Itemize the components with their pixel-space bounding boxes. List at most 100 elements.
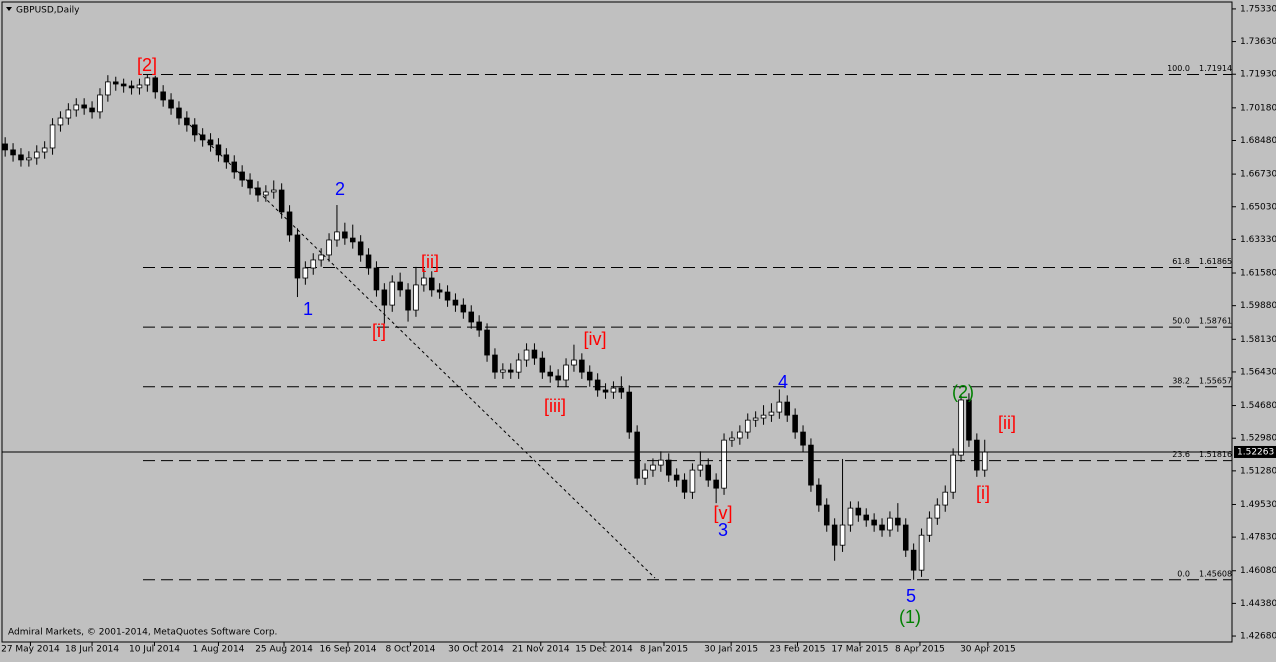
candle-body <box>436 289 443 293</box>
candle-body <box>681 479 688 493</box>
candle-body <box>531 349 538 359</box>
candle-body <box>547 371 554 377</box>
candle-body <box>460 304 467 313</box>
candle-body <box>579 359 585 373</box>
candle-body <box>586 371 593 381</box>
x-tick-label: 15 Dec 2014 <box>575 645 633 655</box>
candle-body <box>610 387 617 393</box>
candle-body <box>981 451 988 471</box>
x-tick-label: 8 Apr 2015 <box>895 645 945 655</box>
x-tick-label: 8 Jan 2015 <box>640 645 688 655</box>
candle-body <box>18 154 24 161</box>
candle-body <box>673 474 680 481</box>
x-tick-label: 27 May 2014 <box>1 645 60 655</box>
candle-body <box>729 437 735 441</box>
current-price-box <box>1234 445 1276 458</box>
candle-body <box>152 77 159 93</box>
candle-body <box>752 417 759 421</box>
x-tick-label: 30 Jan 2015 <box>704 645 758 655</box>
y-tick-label: 1.73630 <box>1240 37 1276 47</box>
candle-body <box>484 329 490 356</box>
y-tick-label: 1.66730 <box>1240 170 1276 180</box>
candle-body <box>942 491 949 506</box>
candle-body <box>270 189 277 193</box>
candle-body <box>800 431 806 446</box>
wave-label: (2) <box>952 382 974 402</box>
candle-body <box>871 519 877 526</box>
candle-body <box>389 281 396 306</box>
candle-body <box>468 311 475 323</box>
candle-body <box>120 83 127 87</box>
candle-body <box>10 149 16 156</box>
candle-body <box>294 234 301 279</box>
candle-body <box>665 459 672 476</box>
candle-body <box>768 411 775 416</box>
candle-body <box>737 431 743 439</box>
copyright: Admiral Markets, © 2001-2014, MetaQuotes… <box>8 628 277 638</box>
candle-body <box>784 401 791 416</box>
candle-body <box>405 289 411 311</box>
fib-price: 1.55657 <box>1199 376 1232 385</box>
candle-body <box>255 187 261 196</box>
candle-body <box>349 237 356 243</box>
wave-label: 1 <box>303 299 313 319</box>
candle-body <box>863 514 870 521</box>
candle-body <box>847 507 854 526</box>
candle-body <box>689 469 696 493</box>
candle-body <box>855 507 862 516</box>
x-tick-label: 10 Jul 2014 <box>129 645 180 655</box>
candle-body <box>744 419 751 433</box>
fib-price: 1.61865 <box>1199 257 1232 266</box>
candle-body <box>199 134 206 141</box>
wave-label: 4 <box>778 372 788 392</box>
candle-body <box>191 124 198 136</box>
candle-body <box>263 191 269 196</box>
y-tick-label: 1.42680 <box>1240 632 1276 642</box>
candle-body <box>539 357 546 373</box>
x-tick-label: 17 Mar 2015 <box>831 645 888 655</box>
fib-price: 1.58761 <box>1199 317 1232 326</box>
candle-body <box>57 117 64 126</box>
candle-body <box>73 104 80 111</box>
y-tick-label: 1.68480 <box>1240 136 1276 146</box>
y-tick-label: 1.58130 <box>1240 335 1276 345</box>
candle-body <box>831 524 838 546</box>
candle-body <box>231 161 238 173</box>
candle-body <box>2 143 8 151</box>
wave-label: [ii] <box>421 252 439 272</box>
x-tick-label: 8 Oct 2014 <box>385 645 435 655</box>
wave-label: (1) <box>899 607 921 627</box>
fib-ratio: 61.8 <box>1172 257 1190 266</box>
candle-body <box>428 277 435 291</box>
wave-label: 5 <box>906 586 916 606</box>
candle-body <box>650 464 656 471</box>
y-tick-label: 1.44380 <box>1240 599 1276 609</box>
candle-body <box>65 109 72 119</box>
candle-body <box>642 469 648 479</box>
candle-body <box>176 107 182 119</box>
candle-body <box>626 391 633 433</box>
candle-body <box>895 517 901 526</box>
candle-body <box>760 414 767 419</box>
wave-label: [v] <box>713 503 732 523</box>
x-tick-label: 25 Aug 2014 <box>255 645 313 655</box>
x-tick-label: 30 Apr 2015 <box>960 645 1016 655</box>
y-tick-label: 1.47830 <box>1240 533 1276 543</box>
candle-body <box>721 439 727 489</box>
candle-body <box>444 291 451 301</box>
candle-body <box>918 534 925 571</box>
candle-body <box>136 84 143 89</box>
candle-body <box>49 124 56 149</box>
wave-label: [iii] <box>544 396 566 416</box>
wave-label: [i] <box>372 321 386 341</box>
candle-body <box>365 254 372 269</box>
candle-body <box>594 379 601 391</box>
candle-body <box>974 439 980 471</box>
candle-body <box>247 179 253 189</box>
candle-body <box>910 549 917 571</box>
title-arrow <box>6 7 12 11</box>
candle-body <box>634 431 640 479</box>
candle-body <box>310 259 317 269</box>
candle-body <box>184 117 190 126</box>
